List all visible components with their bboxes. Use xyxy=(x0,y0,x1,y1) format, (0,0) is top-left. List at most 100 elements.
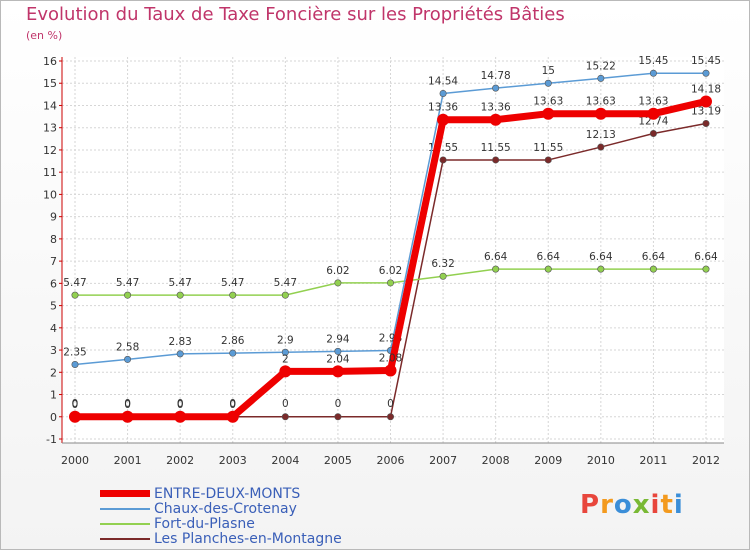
data-point xyxy=(69,410,81,423)
data-label: 2.58 xyxy=(116,341,139,353)
plot-area xyxy=(62,57,724,443)
data-point xyxy=(544,156,552,164)
data-point xyxy=(386,413,394,421)
legend-swatch xyxy=(100,522,150,525)
data-point xyxy=(544,265,552,273)
data-label: 2.04 xyxy=(326,353,350,365)
data-point xyxy=(281,291,289,299)
data-point xyxy=(229,291,237,299)
legend-swatch xyxy=(100,507,150,510)
x-tick-label: 2004 xyxy=(271,454,299,467)
data-label: 2.08 xyxy=(379,353,402,365)
data-label: 2.9 xyxy=(277,334,294,346)
data-point xyxy=(281,348,289,356)
data-label: 5.47 xyxy=(63,277,86,289)
data-label: 0 xyxy=(335,398,342,410)
y-tick-label: 6 xyxy=(50,277,57,290)
data-label: 2.83 xyxy=(168,336,191,348)
data-point xyxy=(597,74,605,82)
logo-letter: o xyxy=(613,490,633,520)
y-tick-label: 5 xyxy=(50,300,57,313)
y-tick-label: 12 xyxy=(43,144,57,157)
y-tick-label: 0 xyxy=(50,411,57,424)
y-tick-label: 10 xyxy=(43,188,57,201)
data-point xyxy=(649,69,657,77)
data-point xyxy=(334,279,342,287)
x-tick-label: 2006 xyxy=(377,454,405,467)
data-label: 6.32 xyxy=(431,258,454,270)
data-point xyxy=(702,69,710,77)
legend: ENTRE-DEUX-MONTS Chaux-des-Crotenay Fort-d… xyxy=(100,486,342,546)
data-point xyxy=(597,265,605,273)
data-point xyxy=(594,107,607,120)
data-point xyxy=(702,265,710,273)
x-tick-label: 2005 xyxy=(324,454,352,467)
x-tick-label: 2009 xyxy=(534,454,562,467)
data-label: 2.94 xyxy=(326,333,350,345)
data-label: 14.18 xyxy=(691,83,721,95)
data-label: 5.47 xyxy=(221,277,244,289)
data-point xyxy=(544,79,552,87)
data-point xyxy=(279,365,292,378)
data-point xyxy=(439,156,447,164)
legend-label: Les Planches-en-Montagne xyxy=(154,530,342,547)
data-label: 6.02 xyxy=(326,265,349,277)
data-point xyxy=(176,350,184,358)
data-point xyxy=(384,364,397,377)
data-label: 2.35 xyxy=(63,347,86,359)
data-point xyxy=(124,291,132,299)
y-tick-label: 9 xyxy=(50,211,57,224)
data-point xyxy=(437,113,450,126)
data-point xyxy=(492,84,500,92)
data-label: 6.64 xyxy=(537,251,561,263)
data-point xyxy=(281,413,289,421)
y-tick-label: 13 xyxy=(43,122,57,135)
data-label: 0 xyxy=(177,398,184,410)
x-tick-label: 2001 xyxy=(114,454,142,467)
x-tick-label: 2000 xyxy=(61,454,89,467)
y-tick-label: 3 xyxy=(50,344,57,357)
data-label: 13.36 xyxy=(481,102,511,114)
data-label: 5.47 xyxy=(168,277,191,289)
data-label: 11.55 xyxy=(481,142,511,154)
data-label: 0 xyxy=(72,399,79,411)
data-point xyxy=(71,361,79,369)
data-point xyxy=(176,291,184,299)
data-point xyxy=(121,410,134,423)
legend-swatch xyxy=(100,537,150,540)
data-label: 13.63 xyxy=(586,96,616,108)
data-point xyxy=(439,89,447,97)
data-point xyxy=(331,365,344,378)
data-point xyxy=(226,410,239,423)
data-label: 0 xyxy=(282,398,289,410)
data-label: 0 xyxy=(124,399,131,411)
data-point xyxy=(489,113,502,126)
data-point xyxy=(492,265,500,273)
logo-letter: r xyxy=(600,490,614,520)
logo-letter: i xyxy=(650,490,661,520)
data-point xyxy=(702,119,710,127)
data-label: 15 xyxy=(542,65,555,77)
proxiti-logo: Proxiti xyxy=(580,490,684,520)
legend-item: ENTRE-DEUX-MONTS xyxy=(100,486,342,501)
legend-label: ENTRE-DEUX-MONTS xyxy=(154,485,301,502)
logo-letter: x xyxy=(632,490,651,520)
logo-letter: P xyxy=(580,490,601,520)
data-point xyxy=(597,143,605,151)
data-point xyxy=(334,413,342,421)
x-tick-label: 2011 xyxy=(639,454,667,467)
data-label: 12.13 xyxy=(586,129,616,141)
data-label: 12.74 xyxy=(638,115,668,127)
data-point xyxy=(649,265,657,273)
y-tick-label: 1 xyxy=(50,389,57,402)
data-point xyxy=(229,349,237,357)
data-label: 0 xyxy=(387,398,394,410)
legend-item: Les Planches-en-Montagne xyxy=(100,531,342,546)
y-tick-label: 8 xyxy=(50,233,57,246)
logo-letter: i xyxy=(673,490,684,520)
data-label: 0 xyxy=(177,399,184,411)
x-tick-label: 2008 xyxy=(482,454,510,467)
data-label: 15.45 xyxy=(638,55,668,67)
data-label: 0 xyxy=(229,398,236,410)
data-label: 6.64 xyxy=(589,251,613,263)
